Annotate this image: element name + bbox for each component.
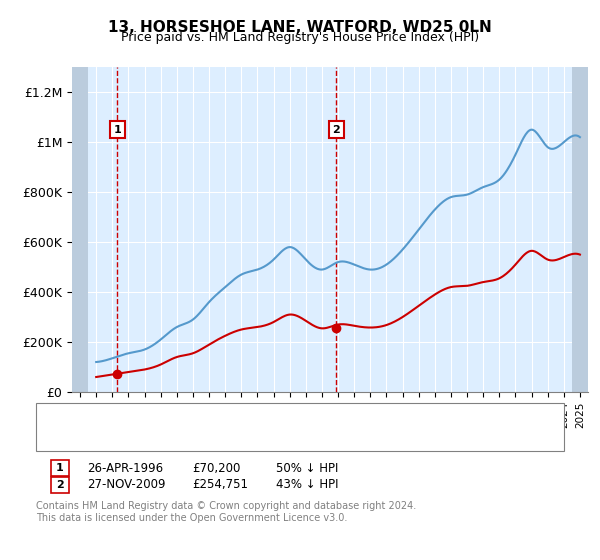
Text: 13, HORSESHOE LANE, WATFORD, WD25 0LN (detached house): 13, HORSESHOE LANE, WATFORD, WD25 0LN (d…: [93, 407, 447, 417]
Text: £70,200: £70,200: [192, 461, 241, 475]
Text: 50% ↓ HPI: 50% ↓ HPI: [276, 461, 338, 475]
Bar: [72, 67, 88, 392]
Text: ——: ——: [60, 422, 88, 436]
Text: 13, HORSESHOE LANE, WATFORD, WD25 0LN: 13, HORSESHOE LANE, WATFORD, WD25 0LN: [108, 20, 492, 35]
Text: Contains HM Land Registry data © Crown copyright and database right 2024.
This d: Contains HM Land Registry data © Crown c…: [36, 501, 416, 523]
Text: ——: ——: [60, 404, 88, 419]
Text: 1: 1: [56, 463, 64, 473]
Text: 43% ↓ HPI: 43% ↓ HPI: [276, 478, 338, 492]
Text: 2: 2: [332, 125, 340, 134]
Text: Price paid vs. HM Land Registry's House Price Index (HPI): Price paid vs. HM Land Registry's House …: [121, 31, 479, 44]
Text: 1: 1: [113, 125, 121, 134]
Text: £254,751: £254,751: [192, 478, 248, 492]
Text: 26-APR-1996: 26-APR-1996: [87, 461, 163, 475]
Text: HPI: Average price, detached house, Watford: HPI: Average price, detached house, Watf…: [93, 423, 343, 433]
Text: 2: 2: [56, 480, 64, 490]
Text: 27-NOV-2009: 27-NOV-2009: [87, 478, 166, 492]
Bar: [572, 67, 588, 392]
